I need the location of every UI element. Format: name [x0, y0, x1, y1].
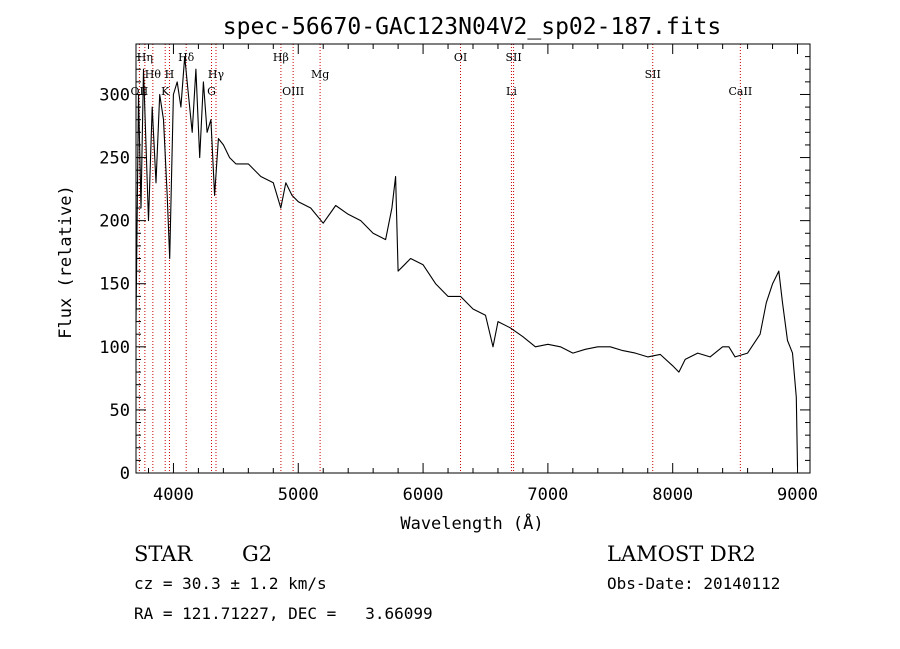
y-tick-label: 300: [99, 85, 130, 105]
x-tick-label: 7000: [527, 485, 568, 505]
line-marker-label-13: SII: [505, 51, 521, 64]
y-tick-label: 250: [99, 149, 130, 169]
coordinates: RA = 121.71227, DEC = 3.66099: [134, 604, 433, 623]
line-marker-label-6: G: [207, 85, 216, 98]
line-marker-label-14: SII: [645, 68, 661, 81]
y-axis-ticks: 0 50 100 150 200 250 300: [99, 43, 810, 484]
y-tick-label: 150: [99, 275, 130, 295]
x-tick-label: 4000: [153, 485, 194, 505]
x-tick-label: 5000: [278, 485, 319, 505]
x-tick-label: 6000: [403, 485, 444, 505]
y-tick-label: 200: [99, 212, 130, 232]
redshift-velocity: cz = 30.3 ± 1.2 km/s: [134, 574, 327, 593]
line-marker-label-11: OI: [454, 51, 467, 64]
line-marker-label-4: H: [165, 68, 175, 81]
object-subclass: G2: [242, 542, 272, 566]
y-axis-label: Flux (relative): [56, 185, 76, 339]
x-tick-label: 9000: [777, 485, 818, 505]
line-marker-label-8: Hβ: [273, 51, 289, 64]
line-marker-label-3: K: [161, 85, 170, 98]
spectrum-line: [135, 56, 799, 467]
chart-title: spec-56670-GAC123N04V2_sp02-187.fits: [223, 14, 722, 40]
line-marker-label-7: Hγ: [208, 68, 225, 81]
y-tick-label: 100: [99, 338, 130, 358]
observation-date: Obs-Date: 20140112: [607, 574, 780, 593]
line-marker-label-15: CaII: [729, 85, 753, 98]
plot-frame: [135, 43, 811, 474]
line-marker-label-2: Hθ: [145, 68, 162, 81]
line-marker-label-10: Mg: [311, 68, 329, 81]
line-marker-label-5: Hδ: [178, 51, 195, 64]
x-axis-label: Wavelength (Å): [400, 512, 543, 534]
line-marker-label-9: OIII: [282, 85, 304, 98]
x-tick-label: 8000: [652, 485, 693, 505]
line-marker-label-12: Li: [506, 85, 517, 98]
object-type: STAR: [134, 542, 193, 566]
y-tick-label: 50: [110, 401, 130, 421]
x-axis-ticks: 4000 5000 6000 7000 8000 9000: [147, 44, 818, 505]
line-marker-label-0: OII: [131, 85, 149, 98]
survey-name: LAMOST DR2: [607, 542, 756, 566]
y-tick-label: 0: [120, 464, 130, 484]
line-marker-label-1: Hη: [137, 51, 153, 64]
